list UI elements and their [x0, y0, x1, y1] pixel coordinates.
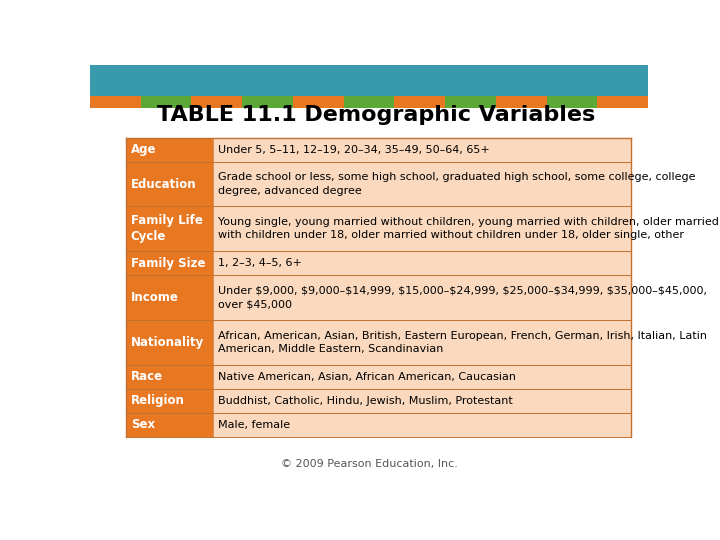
Text: Male, female: Male, female: [218, 420, 290, 430]
Bar: [126, 138, 631, 161]
Text: © 2009 Pearson Education, Inc.: © 2009 Pearson Education, Inc.: [281, 459, 457, 469]
Text: African, American, Asian, British, Eastern European, French, German, Irish, Ital: African, American, Asian, British, Easte…: [218, 330, 707, 354]
Text: Education: Education: [131, 178, 197, 191]
Bar: [546, 96, 598, 109]
Text: Income: Income: [131, 291, 179, 304]
Bar: [343, 96, 395, 109]
Text: Under $9,000, $9,000–$14,999, $15,000–$24,999, $25,000–$34,999, $35,000–$45,000,: Under $9,000, $9,000–$14,999, $15,000–$2…: [218, 286, 707, 309]
Text: Religion: Religion: [131, 394, 184, 407]
Bar: [126, 161, 631, 206]
Text: Under 5, 5–11, 12–19, 20–34, 35–49, 50–64, 65+: Under 5, 5–11, 12–19, 20–34, 35–49, 50–6…: [218, 145, 490, 154]
Bar: [126, 413, 213, 437]
Bar: [126, 138, 213, 161]
Bar: [126, 275, 631, 320]
Bar: [126, 161, 213, 206]
Bar: [126, 251, 213, 275]
Bar: [140, 96, 192, 109]
Bar: [192, 96, 242, 109]
Text: Family Life
Cycle: Family Life Cycle: [131, 214, 202, 243]
Bar: [445, 96, 496, 109]
Bar: [395, 96, 445, 109]
Bar: [126, 389, 631, 413]
Bar: [242, 96, 293, 109]
Text: Nationality: Nationality: [131, 336, 204, 349]
Text: Grade school or less, some high school, graduated high school, some college, col: Grade school or less, some high school, …: [218, 172, 696, 195]
Text: 1, 2–3, 4–5, 6+: 1, 2–3, 4–5, 6+: [218, 258, 302, 268]
Text: TABLE 11.1 Demographic Variables: TABLE 11.1 Demographic Variables: [157, 105, 595, 125]
Bar: [126, 320, 631, 365]
Bar: [496, 96, 546, 109]
Text: Age: Age: [131, 143, 156, 156]
Bar: [293, 96, 343, 109]
Text: Young single, young married without children, young married with children, older: Young single, young married without chil…: [218, 217, 719, 240]
Bar: [90, 96, 140, 109]
Bar: [126, 275, 213, 320]
Bar: [126, 251, 631, 275]
Bar: [126, 389, 213, 413]
Text: Race: Race: [131, 370, 163, 383]
Bar: [126, 206, 631, 251]
Bar: [126, 413, 631, 437]
Bar: [90, 65, 648, 96]
Text: Family Size: Family Size: [131, 256, 205, 269]
Bar: [126, 364, 631, 389]
Text: Native American, Asian, African American, Caucasian: Native American, Asian, African American…: [218, 372, 516, 382]
Bar: [126, 320, 213, 365]
Bar: [598, 96, 648, 109]
Bar: [126, 206, 213, 251]
Text: Buddhist, Catholic, Hindu, Jewish, Muslim, Protestant: Buddhist, Catholic, Hindu, Jewish, Musli…: [218, 396, 513, 406]
Text: Sex: Sex: [131, 418, 155, 431]
Bar: [126, 364, 213, 389]
